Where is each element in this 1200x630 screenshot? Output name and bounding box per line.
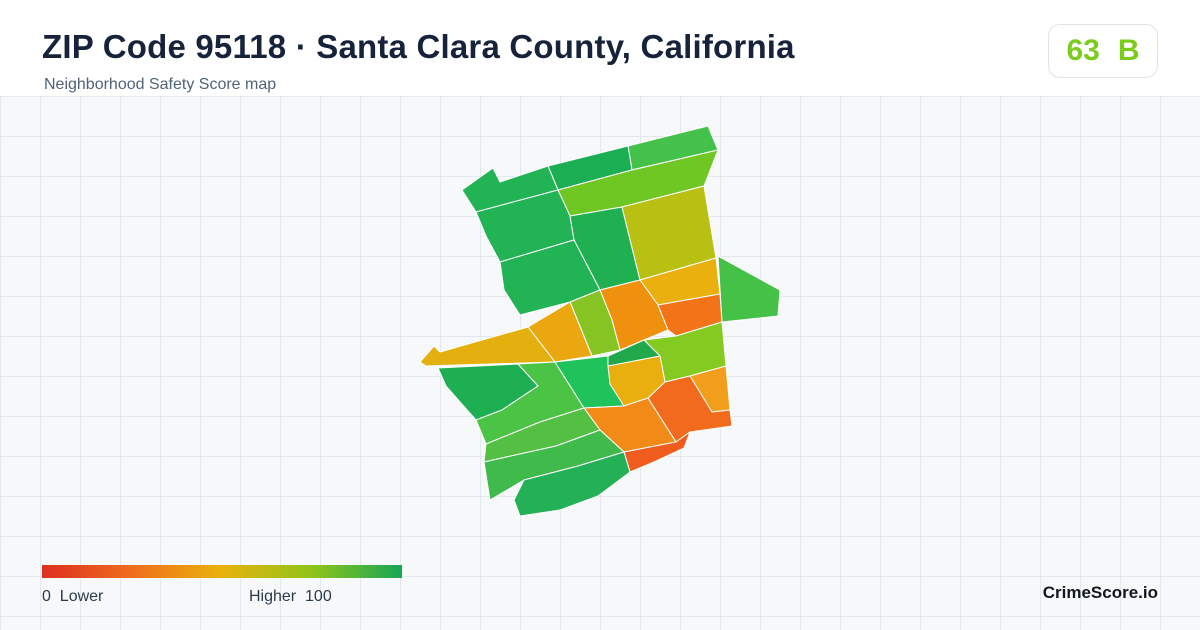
header: ZIP Code 95118 · Santa Clara County, Cal… (0, 0, 1200, 97)
map-region[interactable] (513, 451, 631, 517)
score-value: 63 (1066, 34, 1100, 67)
legend-labels: 0 Lower Higher 100 (42, 588, 402, 608)
brand-logo-text[interactable]: CrimeScore.io (1042, 583, 1158, 602)
legend-min-value: 0 (42, 588, 51, 605)
legend-max-value: 100 (305, 588, 332, 605)
legend-high: Higher 100 (249, 588, 332, 606)
legend-low: 0 Lower (42, 588, 103, 606)
legend-min-label: Lower (59, 588, 104, 605)
page-title: ZIP Code 95118 · Santa Clara County, Cal… (42, 28, 795, 65)
score-grade: B (1117, 34, 1140, 67)
safety-score-badge: 63 B (1048, 24, 1158, 78)
page-subtitle: Neighborhood Safety Score map (44, 76, 277, 93)
map-region[interactable] (419, 326, 556, 367)
legend-color-scale (42, 565, 402, 578)
legend-max-label: Higher (249, 588, 297, 605)
map-region[interactable] (717, 255, 781, 323)
